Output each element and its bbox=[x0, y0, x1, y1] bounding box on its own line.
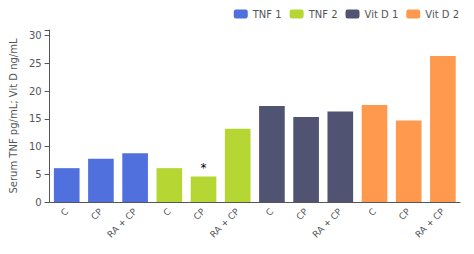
svg-text:CP: CP bbox=[89, 206, 105, 222]
svg-text:25: 25 bbox=[29, 58, 42, 69]
svg-text:C: C bbox=[161, 206, 173, 218]
svg-text:C: C bbox=[264, 206, 276, 218]
svg-text:*: * bbox=[201, 161, 207, 175]
svg-text:TNF 1: TNF 1 bbox=[252, 9, 282, 20]
svg-text:CP: CP bbox=[192, 206, 208, 222]
svg-text:RA + CP: RA + CP bbox=[311, 206, 345, 240]
svg-text:CP: CP bbox=[397, 206, 413, 222]
svg-text:RA + CP: RA + CP bbox=[105, 206, 139, 240]
svg-text:Serum TNF pg/mL; Vit D ng/mL: Serum TNF pg/mL; Vit D ng/mL bbox=[8, 38, 19, 193]
svg-text:5: 5 bbox=[35, 169, 41, 180]
svg-text:C: C bbox=[367, 206, 379, 218]
svg-text:20: 20 bbox=[29, 86, 42, 97]
svg-text:30: 30 bbox=[29, 30, 42, 41]
svg-text:0: 0 bbox=[35, 197, 41, 208]
svg-text:Vit D 2: Vit D 2 bbox=[425, 9, 459, 20]
svg-text:Vit D 1: Vit D 1 bbox=[365, 9, 399, 20]
svg-text:RA + CP: RA + CP bbox=[208, 206, 242, 240]
svg-text:15: 15 bbox=[29, 113, 42, 124]
svg-text:TNF 2: TNF 2 bbox=[308, 9, 338, 20]
svg-text:CP: CP bbox=[294, 206, 310, 222]
svg-text:10: 10 bbox=[29, 141, 42, 152]
svg-text:RA + CP: RA + CP bbox=[413, 206, 447, 240]
svg-text:C: C bbox=[59, 206, 71, 218]
